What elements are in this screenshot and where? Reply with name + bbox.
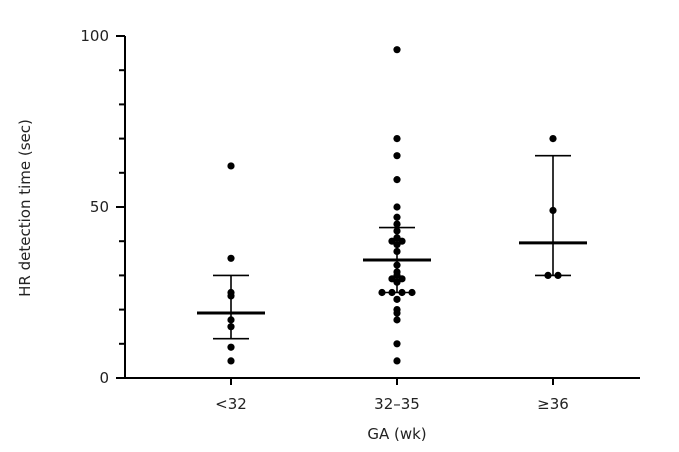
group-1 bbox=[363, 46, 431, 365]
group-0 bbox=[197, 162, 265, 365]
data-point bbox=[549, 135, 557, 143]
x-tick-label: 32–35 bbox=[374, 395, 420, 413]
data-point bbox=[227, 343, 235, 351]
data-point bbox=[544, 271, 552, 279]
data-point bbox=[227, 292, 235, 300]
y-axis-title: HR detection time (sec) bbox=[16, 119, 34, 297]
data-point bbox=[393, 135, 401, 143]
data-point bbox=[393, 213, 401, 221]
data-point bbox=[398, 288, 406, 297]
data-point bbox=[393, 309, 401, 317]
data-point bbox=[388, 288, 396, 297]
data-point bbox=[393, 241, 401, 249]
chart-marks bbox=[197, 46, 587, 365]
data-point bbox=[393, 340, 401, 348]
data-point bbox=[549, 206, 557, 215]
data-point bbox=[227, 316, 235, 324]
data-point bbox=[227, 254, 235, 262]
data-point bbox=[393, 278, 401, 286]
y-tick-label: 0 bbox=[99, 369, 109, 387]
data-point bbox=[227, 323, 235, 331]
data-point bbox=[393, 176, 401, 184]
y-tick-label: 100 bbox=[80, 27, 109, 45]
data-point bbox=[393, 316, 401, 324]
data-point bbox=[393, 227, 401, 235]
data-point bbox=[393, 247, 401, 256]
group-2 bbox=[519, 135, 587, 279]
x-tick-label: ≥36 bbox=[537, 395, 569, 413]
data-point bbox=[393, 203, 401, 211]
data-point bbox=[393, 152, 401, 160]
data-point bbox=[227, 357, 235, 365]
data-point bbox=[393, 261, 401, 269]
y-tick-label: 50 bbox=[90, 198, 109, 216]
axes: 0 50 100 <32 32–35 ≥36 bbox=[80, 27, 640, 413]
data-point bbox=[554, 271, 562, 279]
data-point bbox=[393, 295, 401, 303]
data-point bbox=[408, 288, 416, 297]
data-point bbox=[393, 357, 401, 365]
x-tick-label: <32 bbox=[215, 395, 247, 413]
x-axis-title: GA (wk) bbox=[367, 425, 426, 443]
data-point bbox=[393, 46, 401, 54]
data-point bbox=[393, 220, 401, 228]
data-point bbox=[378, 288, 386, 297]
data-point bbox=[227, 162, 235, 170]
